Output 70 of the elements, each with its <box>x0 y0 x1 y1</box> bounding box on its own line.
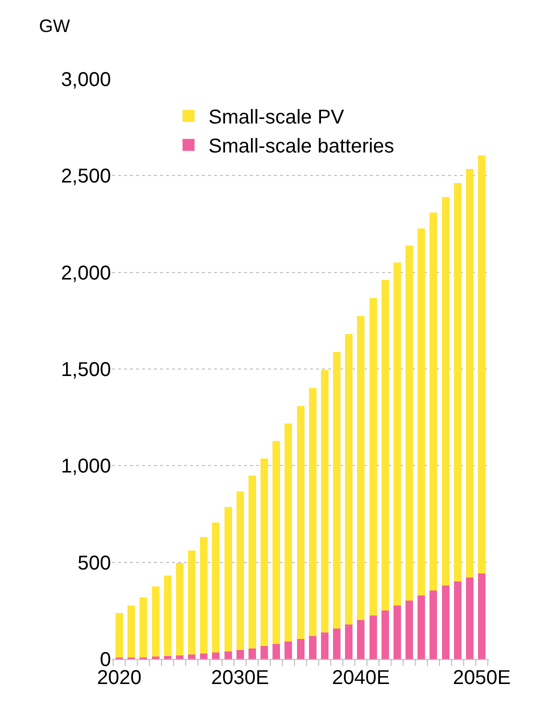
bar <box>152 586 160 657</box>
y-axis-title: GW <box>39 16 70 36</box>
bar <box>236 491 244 650</box>
bar <box>333 352 340 628</box>
bar <box>357 620 365 659</box>
bar <box>284 424 292 642</box>
bar <box>442 586 450 659</box>
y-tick-label: 3,000 <box>60 69 111 91</box>
x-tick-label: 2040E <box>332 667 390 689</box>
bar <box>345 334 353 624</box>
bar <box>466 168 474 578</box>
bar <box>224 507 232 652</box>
bar <box>478 573 486 659</box>
bar <box>236 650 244 659</box>
bar <box>320 370 328 632</box>
bar <box>308 388 316 636</box>
bar <box>272 441 280 644</box>
bar <box>393 606 401 659</box>
bar <box>308 636 316 659</box>
bar <box>140 597 148 658</box>
bar <box>418 228 426 596</box>
bar <box>466 577 474 659</box>
bar <box>248 648 256 659</box>
bar <box>188 550 196 654</box>
bar <box>260 646 268 659</box>
bar <box>369 615 377 659</box>
bar <box>381 610 389 659</box>
y-tick-label: 2,000 <box>60 262 111 284</box>
bar <box>128 605 136 658</box>
bar <box>116 612 123 658</box>
bar <box>248 475 256 648</box>
legend-label: Small-scale PV <box>208 106 345 129</box>
bar <box>176 563 184 656</box>
bar <box>296 638 304 659</box>
y-tick-label: 1,500 <box>60 359 111 381</box>
bar <box>442 197 450 586</box>
bar <box>260 458 268 646</box>
y-tick-label: 500 <box>78 552 111 574</box>
bar <box>320 632 328 659</box>
bar <box>164 576 172 656</box>
bar <box>164 656 172 659</box>
bar <box>393 262 401 606</box>
x-tick-label: 2030E <box>211 667 269 689</box>
bar <box>381 280 389 611</box>
bar <box>430 590 438 659</box>
bar <box>357 316 365 620</box>
bar <box>176 655 184 659</box>
bar <box>284 642 292 659</box>
legend-label: Small-scale batteries <box>208 136 394 158</box>
bar <box>345 624 353 659</box>
bar <box>200 536 208 654</box>
y-tick-label: 1,000 <box>60 456 111 478</box>
bar <box>224 651 232 659</box>
bar <box>212 522 220 653</box>
bar <box>272 644 280 659</box>
bar <box>188 654 196 659</box>
bar <box>478 155 486 574</box>
bar <box>296 406 304 639</box>
x-tick-label: 2050E <box>452 667 511 689</box>
bar <box>430 212 438 590</box>
bar <box>406 600 413 659</box>
bar <box>333 628 340 659</box>
y-tick-label: 2,500 <box>60 166 111 188</box>
bar <box>454 581 462 659</box>
bar <box>200 654 208 659</box>
bar <box>454 183 462 582</box>
bar <box>212 652 220 659</box>
bar <box>418 595 426 659</box>
bar <box>406 245 413 600</box>
bar <box>369 298 377 616</box>
